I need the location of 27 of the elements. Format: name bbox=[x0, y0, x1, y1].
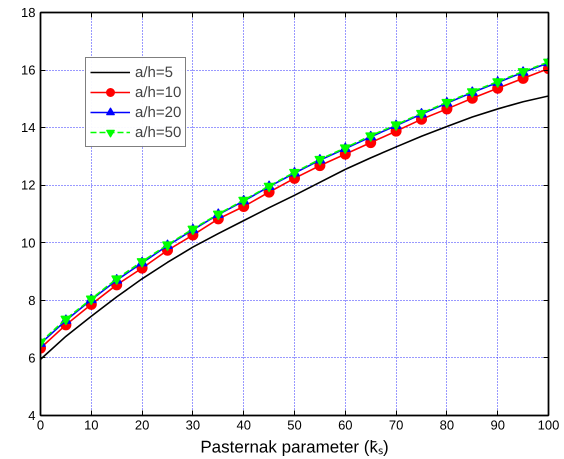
y-tick-label: 18 bbox=[21, 5, 36, 20]
x-tick-label: 60 bbox=[338, 418, 353, 432]
x-tick-label: 80 bbox=[440, 418, 454, 432]
x-tick-label: 10 bbox=[84, 418, 99, 432]
legend-label: a/h=20 bbox=[135, 104, 182, 120]
legend-label: a/h=10 bbox=[135, 84, 182, 100]
x-tick-label: 50 bbox=[287, 418, 302, 432]
y-tick-label: 8 bbox=[28, 292, 36, 308]
legend-label: a/h=50 bbox=[135, 124, 182, 140]
x-tick-label: 40 bbox=[236, 418, 251, 432]
point bbox=[264, 182, 275, 192]
x-tick-label: 20 bbox=[134, 418, 150, 432]
x-tick-label: 70 bbox=[388, 418, 404, 432]
x-tick-label: 0 bbox=[36, 418, 44, 432]
x-tick-label: 100 bbox=[538, 418, 560, 432]
y-tick-label: 16 bbox=[21, 62, 36, 78]
x-tick-label: 90 bbox=[490, 418, 505, 432]
point bbox=[212, 210, 224, 220]
point bbox=[416, 110, 427, 120]
y-tick-label: 4 bbox=[28, 408, 36, 423]
legend-label: a/h=5 bbox=[135, 64, 173, 80]
x-axis-title: Pasternak parameter (k̄ₛ) bbox=[200, 438, 389, 456]
y-tick-label: 6 bbox=[28, 350, 36, 366]
x-tick-label: 30 bbox=[186, 418, 200, 432]
y-tick-label: 12 bbox=[21, 178, 36, 193]
y-tick-label: 10 bbox=[21, 235, 36, 250]
y-tick-label: 14 bbox=[21, 120, 36, 136]
